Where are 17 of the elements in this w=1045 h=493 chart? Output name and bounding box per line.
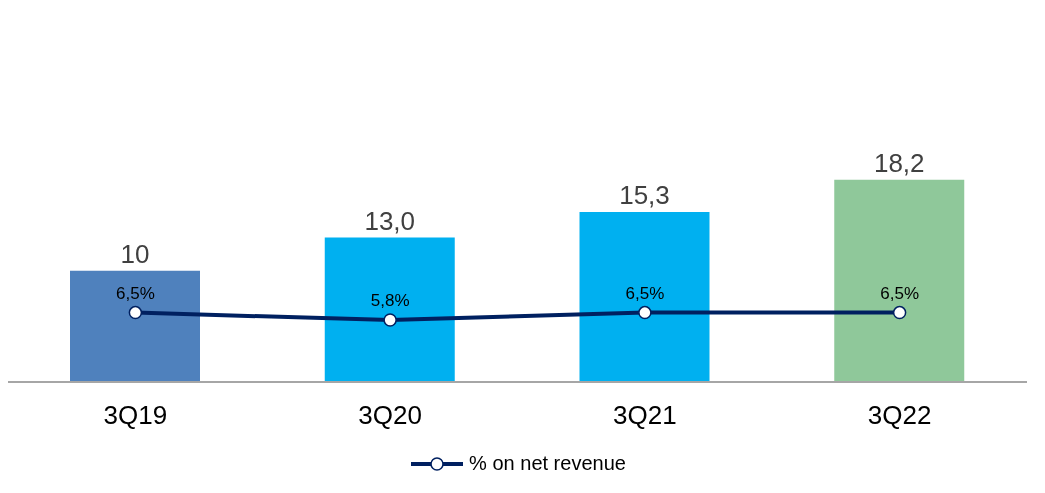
x-tick-label: 3Q22: [867, 400, 932, 431]
x-tick-label: 3Q21: [613, 400, 677, 431]
data-label: 6,5%: [625, 283, 665, 303]
data-label: 6,5%: [880, 283, 919, 303]
data-label: 10: [120, 238, 150, 269]
data-label: 18,2: [873, 147, 925, 178]
bar: [834, 179, 965, 382]
data-label: 15,3: [619, 179, 670, 210]
bar: [579, 211, 710, 382]
x-tick-label: 3Q19: [103, 400, 168, 431]
bar: [70, 270, 200, 382]
data-label: 6,5%: [116, 283, 155, 303]
data-label: 5,8%: [370, 291, 410, 311]
bar: [324, 237, 455, 382]
x-tick-label: 3Q20: [358, 400, 422, 431]
legend-label: % on net revenue: [468, 452, 626, 475]
data-label: 13,0: [364, 205, 416, 236]
